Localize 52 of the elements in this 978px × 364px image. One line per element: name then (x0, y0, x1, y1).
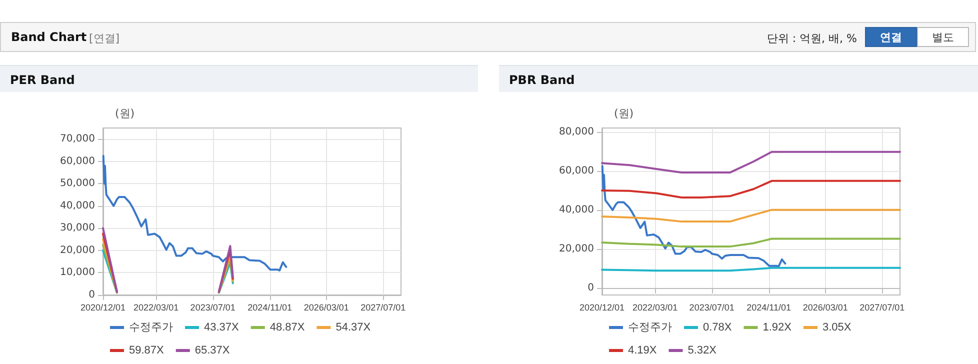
y-tick-label: 50,000 (60, 178, 95, 190)
y-tick-label: 0 (588, 282, 594, 294)
x-tick-label: 2023/07/01 (190, 302, 236, 312)
x-tick-label: 2027/07/01 (360, 302, 406, 312)
line-series (102, 154, 288, 272)
line-series (601, 208, 901, 223)
x-tick-label: 2022/03/01 (632, 302, 678, 312)
legend-label: 3.05X (822, 322, 852, 334)
legend-label: 5.32X (688, 344, 718, 356)
line-series (601, 150, 901, 174)
line-series (601, 238, 901, 248)
y-axis-title: (원) (614, 107, 634, 120)
x-tick-label: 2020/12/01 (579, 302, 625, 312)
x-tick-label: 2024/11/01 (746, 302, 792, 312)
x-tick-label: 2027/07/01 (860, 302, 905, 312)
legend-label: 1.92X (762, 322, 792, 334)
chart-title: PBR Band (499, 65, 978, 92)
y-tick-label: 60,000 (60, 156, 95, 167)
x-tick-label: 2020/12/01 (80, 302, 126, 312)
y-tick-label: 30,000 (60, 222, 95, 234)
legend-label: 0.78X (703, 322, 732, 334)
text: [연결] (89, 31, 120, 46)
y-tick-label: 10,000 (60, 267, 95, 278)
chart-title: PER Band (0, 65, 478, 92)
y-tick-label: 20,000 (60, 244, 95, 256)
legend-label: 수정주가 (129, 322, 173, 334)
y-tick-label: 0 (88, 290, 95, 300)
y-tick-label: 40,000 (60, 200, 95, 212)
text: Band Chart (11, 30, 87, 44)
legend-label: 65.37X (194, 344, 230, 356)
text: 단위 : 억원, 배, % (766, 31, 857, 46)
y-tick-label: 40,000 (559, 204, 594, 216)
y-axis-title: (원) (115, 107, 135, 120)
line-series (601, 180, 901, 199)
x-tick-label: 2024/11/01 (248, 302, 292, 312)
y-tick-label: 20,000 (559, 244, 594, 255)
legend-label: 48.87X (270, 322, 306, 334)
x-tick-label: 2023/07/01 (689, 302, 734, 312)
legend-label: 43.37X (204, 322, 240, 334)
x-tick-label: 2026/03/01 (304, 302, 349, 312)
legend-label: 54.37X (336, 322, 372, 334)
text: 별도 (917, 27, 969, 47)
text: 연결 (865, 27, 917, 47)
legend-label: 수정주가 (628, 322, 672, 334)
legend-label: 59.87X (129, 344, 165, 356)
y-tick-label: 70,000 (60, 134, 95, 145)
x-tick-label: 2022/03/01 (134, 302, 179, 312)
x-tick-label: 2026/03/01 (802, 302, 848, 312)
legend-label: 4.19X (628, 344, 658, 356)
y-tick-label: 60,000 (559, 165, 594, 176)
line-series (601, 165, 786, 268)
y-tick-label: 80,000 (559, 126, 594, 138)
